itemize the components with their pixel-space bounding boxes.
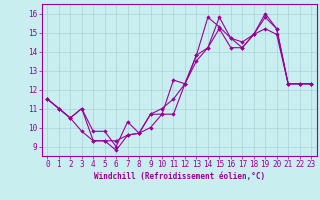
X-axis label: Windchill (Refroidissement éolien,°C): Windchill (Refroidissement éolien,°C) [94,172,265,181]
